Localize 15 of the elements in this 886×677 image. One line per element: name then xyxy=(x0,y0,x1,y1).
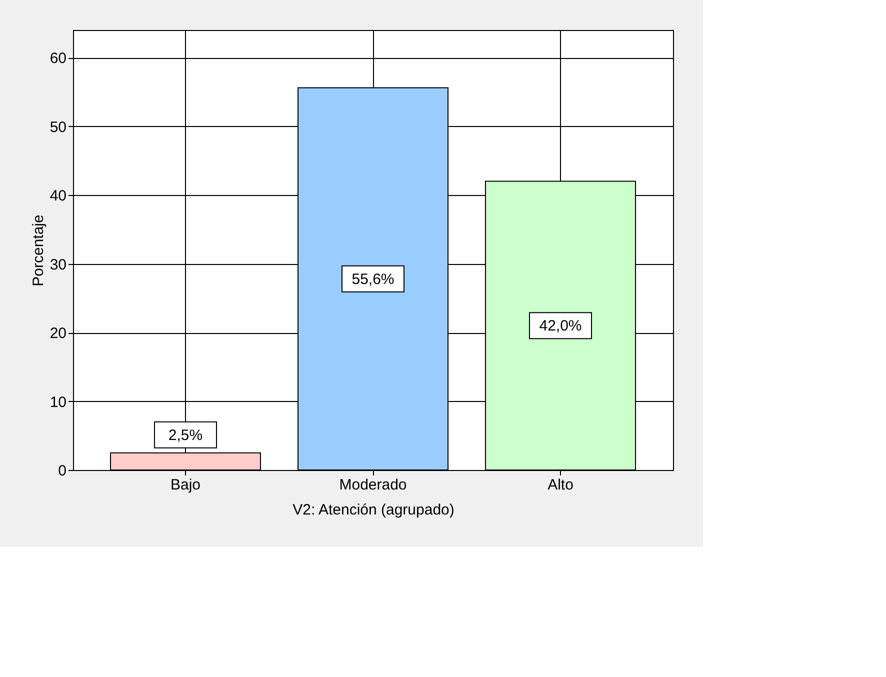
y-tick-label: 50 xyxy=(50,118,66,136)
data-label: 55,6% xyxy=(352,270,394,288)
y-axis-title: Porcentaje xyxy=(30,214,47,286)
x-axis-title: V2: Atención (agrupado) xyxy=(292,502,454,518)
y-tick-label: 40 xyxy=(50,188,66,204)
data-label: 42,0% xyxy=(539,318,582,335)
data-label: 2,5% xyxy=(168,426,203,444)
x-tick-label: Alto xyxy=(548,476,574,494)
y-tick-label: 30 xyxy=(50,256,66,274)
y-tick-label: 60 xyxy=(50,50,66,67)
y-tick-label: 20 xyxy=(50,325,66,342)
x-tick-label: Moderado xyxy=(339,476,407,494)
y-tick-label: 0 xyxy=(58,462,66,480)
x-tick-label: Bajo xyxy=(170,476,201,494)
y-tick-label: 10 xyxy=(50,394,66,411)
